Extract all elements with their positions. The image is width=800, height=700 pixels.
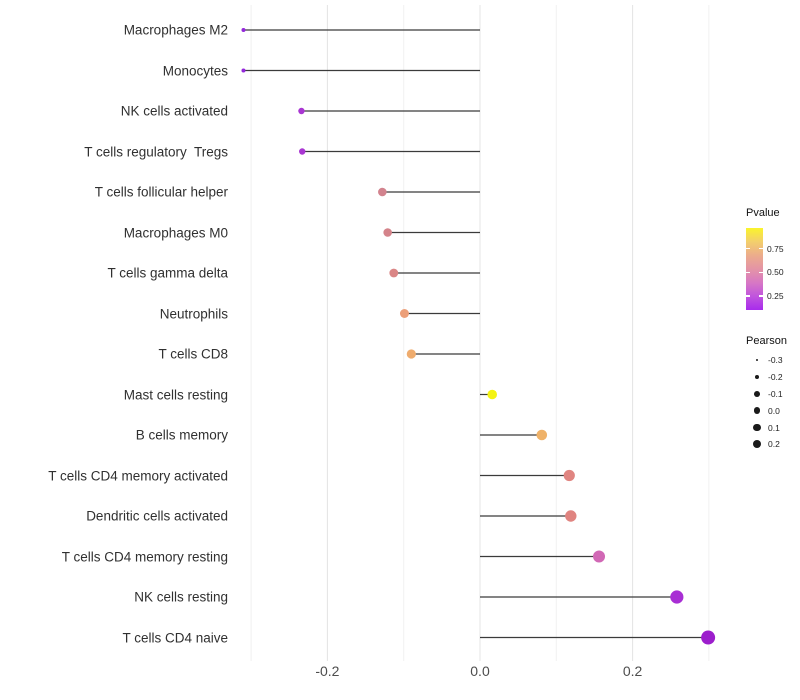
pvalue-gradient-bar xyxy=(746,228,763,310)
category-label: T cells CD4 naive xyxy=(122,630,228,645)
pearson-size-label: 0.2 xyxy=(768,439,780,449)
category-label: B cells memory xyxy=(135,427,228,443)
lollipop-dot xyxy=(399,309,409,318)
pearson-size-label: 0.0 xyxy=(768,405,780,416)
pearson-size-dot xyxy=(753,423,761,432)
x-tick-label: -0.2 xyxy=(315,663,340,679)
x-tick-label: 0.0 xyxy=(470,663,490,679)
pvalue-bar-tick xyxy=(759,295,763,297)
lollipop-dot xyxy=(298,107,305,115)
pearson-size-dot xyxy=(753,407,761,414)
pvalue-bar-tick xyxy=(746,271,750,274)
category-label: T cells CD4 memory activated xyxy=(48,468,228,483)
pvalue-bar-tick xyxy=(759,247,763,250)
category-label: Dendritic cells activated xyxy=(86,508,228,524)
category-label: T cells CD4 memory resting xyxy=(61,549,228,564)
lollipop-dot xyxy=(241,28,246,32)
pvalue-bar-tick xyxy=(746,295,750,297)
pearson-size-label: -0.1 xyxy=(768,389,783,399)
category-label: Neutrophils xyxy=(159,306,228,321)
pearson-size-dot xyxy=(754,391,760,397)
lollipop-dot xyxy=(241,68,246,73)
category-label: Macrophages M2 xyxy=(123,22,228,38)
category-label: T cells regulatory Tregs xyxy=(84,144,228,159)
pearson-legend-title: Pearson xyxy=(746,335,787,347)
lollipop-dot xyxy=(701,630,716,645)
lollipop-dot xyxy=(487,389,498,400)
pvalue-tick-label: 0.50 xyxy=(767,267,784,278)
category-label: NK cells resting xyxy=(134,589,228,605)
category-label: Mast cells resting xyxy=(123,387,228,402)
category-label: Monocytes xyxy=(162,63,228,78)
lollipop-dot xyxy=(593,550,606,563)
pearson-size-dot xyxy=(755,358,759,362)
category-label: T cells gamma delta xyxy=(107,265,228,281)
lollipop-dot xyxy=(406,349,416,359)
lollipop-dot xyxy=(378,187,387,197)
lollipop-dot xyxy=(565,510,577,522)
category-label: Macrophages M0 xyxy=(123,225,228,240)
pearson-size-label: -0.2 xyxy=(768,372,783,382)
lollipop-dot xyxy=(563,469,575,482)
pvalue-bar-tick xyxy=(759,271,763,274)
pvalue-bar-tick xyxy=(746,247,750,250)
lollipop-dot xyxy=(383,228,392,237)
category-label: T cells follicular helper xyxy=(94,184,228,200)
category-label: T cells CD8 xyxy=(158,346,228,362)
lollipop-dot xyxy=(299,148,306,155)
pearson-size-dot xyxy=(754,374,760,380)
pvalue-tick-label: 0.75 xyxy=(767,243,784,254)
pearson-size-label: 0.1 xyxy=(768,422,780,433)
lollipop-dot xyxy=(389,268,399,278)
category-label: NK cells activated xyxy=(120,103,228,119)
lollipop-dot xyxy=(670,590,684,604)
x-tick-label: 0.2 xyxy=(622,663,643,679)
pearson-size-label: -0.3 xyxy=(768,355,783,365)
pearson-size-dot xyxy=(752,439,762,449)
pvalue-tick-label: 0.25 xyxy=(767,291,784,301)
lollipop-dot xyxy=(536,429,548,441)
pvalue-legend-title: Pvalue xyxy=(746,207,780,219)
